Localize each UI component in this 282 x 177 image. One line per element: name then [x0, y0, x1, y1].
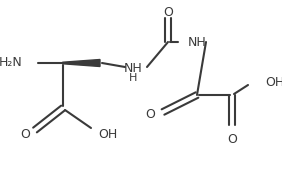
Text: H₂N: H₂N: [0, 56, 22, 70]
Polygon shape: [63, 59, 100, 67]
Text: OH: OH: [265, 76, 282, 88]
Text: O: O: [163, 7, 173, 19]
Text: O: O: [227, 133, 237, 146]
Text: O: O: [20, 127, 30, 141]
Text: H: H: [129, 73, 137, 83]
Text: OH: OH: [98, 127, 117, 141]
Text: NH: NH: [124, 61, 142, 75]
Text: O: O: [145, 109, 155, 121]
Text: NH: NH: [188, 36, 206, 50]
